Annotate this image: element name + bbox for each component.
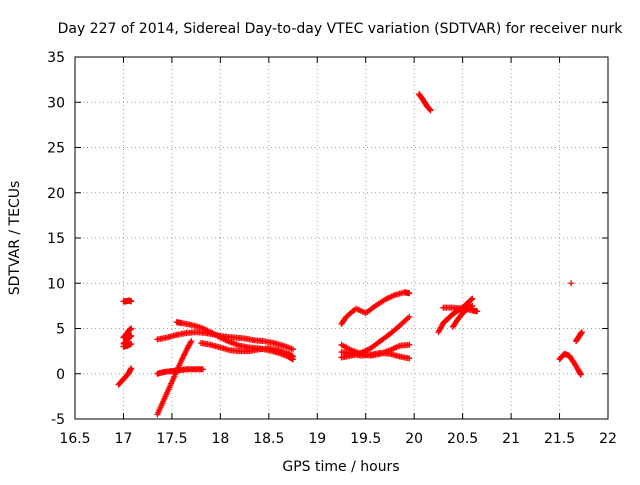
x-tick-label: 21 <box>502 431 520 447</box>
series-s20 <box>568 280 575 287</box>
y-tick-label: 30 <box>47 95 65 111</box>
series-s5 <box>120 340 135 350</box>
x-tick-label: 18 <box>211 431 229 447</box>
data-point <box>468 296 475 303</box>
axis-ticks <box>74 56 609 420</box>
data-point <box>128 340 135 347</box>
series-s1 <box>115 365 135 388</box>
x-tick-label: 18.5 <box>253 431 284 447</box>
data-point <box>406 290 413 297</box>
x-tick-label: 19.5 <box>350 431 381 447</box>
data-point <box>199 366 206 373</box>
data-point <box>128 365 135 372</box>
data-point <box>469 302 476 309</box>
y-tick-label: -5 <box>51 412 65 428</box>
data-point <box>406 341 413 348</box>
y-tick-label: 25 <box>47 141 65 157</box>
y-tick-labels: -5 0 5 10 15 20 25 30 35 <box>47 50 65 428</box>
series-s8 <box>197 339 297 360</box>
x-tick-label: 17 <box>115 431 133 447</box>
data-point <box>427 107 434 114</box>
series-s3 <box>120 325 135 341</box>
x-tick-label: 19 <box>308 431 326 447</box>
data-point <box>290 346 297 353</box>
x-axis-label: GPS time / hours <box>282 459 399 475</box>
x-tick-label: 16.5 <box>59 431 90 447</box>
x-tick-labels: 16.5 17 17.5 18 18.5 19 19.5 20 20.5 21 21.5 22 <box>59 431 617 447</box>
chart-title: Day 227 of 2014, Sidereal Day-to-day VTE… <box>58 21 624 37</box>
x-tick-label: 20 <box>405 431 423 447</box>
data-point <box>577 371 584 378</box>
x-tick-label: 20.5 <box>447 431 478 447</box>
series-s16 <box>435 295 476 336</box>
y-tick-label: 15 <box>47 231 65 247</box>
x-tick-label: 21.5 <box>544 431 575 447</box>
series-s9 <box>154 366 206 377</box>
data-point <box>128 332 135 339</box>
series-s10 <box>154 338 195 418</box>
data-point <box>406 355 413 362</box>
data-point <box>128 298 135 305</box>
series-s2 <box>120 297 135 305</box>
y-axis-label: SDTVAR / TECUs <box>7 181 23 296</box>
data-point <box>406 313 413 320</box>
series-s14 <box>338 349 413 362</box>
y-tick-label: 20 <box>47 186 65 202</box>
series-s15 <box>416 91 434 114</box>
data-point <box>188 338 195 345</box>
data-point <box>290 353 297 360</box>
data-point <box>578 329 585 336</box>
y-tick-label: 35 <box>47 50 65 66</box>
y-tick-label: 0 <box>56 367 65 383</box>
data-point <box>474 308 481 315</box>
data-points <box>115 91 585 418</box>
series-s11 <box>338 289 413 327</box>
y-tick-label: 5 <box>56 322 65 338</box>
y-tick-label: 10 <box>47 276 65 292</box>
series-s18 <box>449 302 476 330</box>
data-point <box>568 280 575 287</box>
grid-lines <box>75 57 608 419</box>
series-s21 <box>573 329 585 345</box>
x-tick-label: 17.5 <box>156 431 187 447</box>
data-point <box>128 325 135 332</box>
x-tick-label: 22 <box>599 431 617 447</box>
plot-frame <box>74 56 609 420</box>
series-s19 <box>556 350 584 378</box>
data-point <box>469 295 476 302</box>
